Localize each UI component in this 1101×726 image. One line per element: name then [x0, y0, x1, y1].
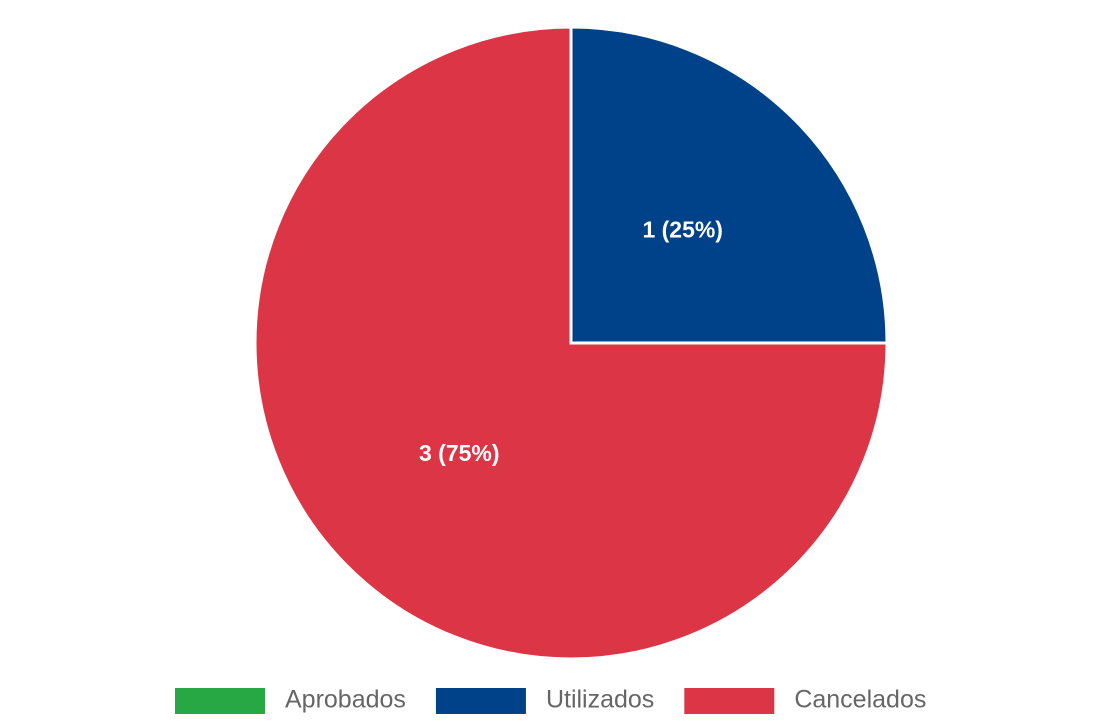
legend-label: Aprobados	[285, 686, 406, 714]
value-label: 3 (75%)	[419, 440, 500, 466]
value-label: 1 (25%)	[642, 216, 723, 242]
legend-swatch	[684, 688, 775, 714]
legend-label: Utilizados	[546, 686, 654, 714]
legend-swatch	[175, 688, 265, 714]
pie-slice	[253, 25, 889, 661]
pie-slice	[569, 25, 889, 345]
legend-swatch	[435, 688, 526, 714]
legend-label: Cancelados	[794, 686, 926, 714]
